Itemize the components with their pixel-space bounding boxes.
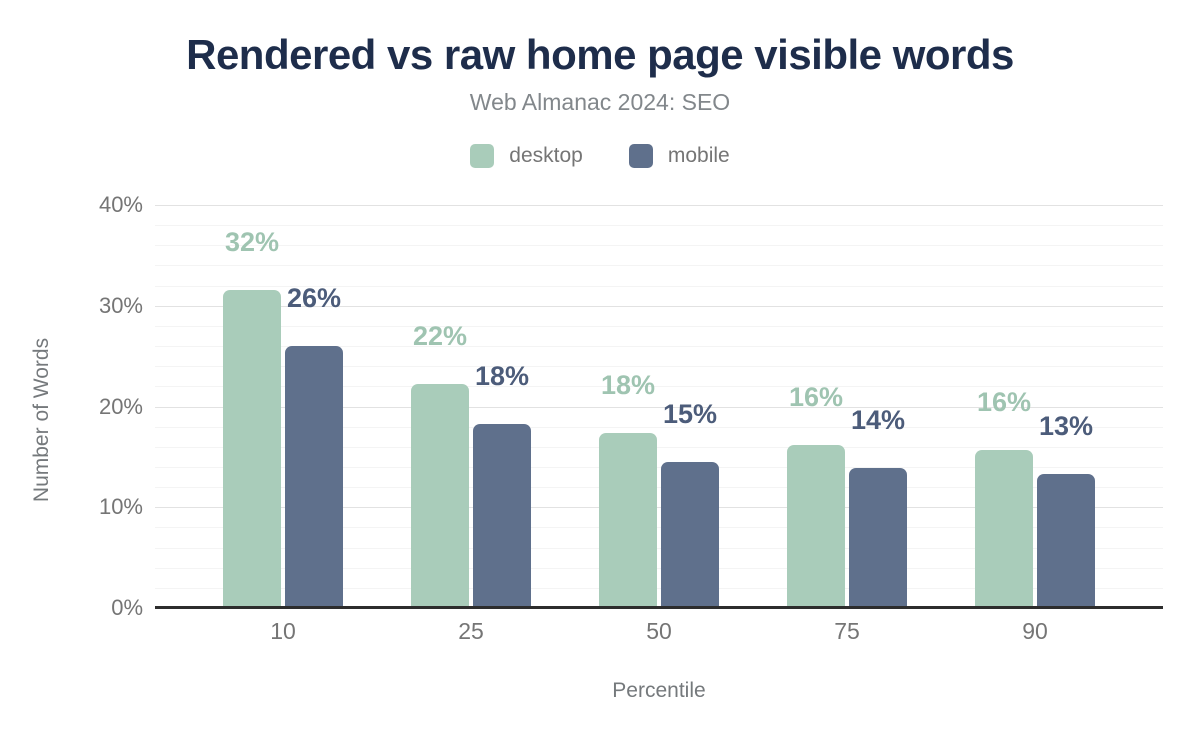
legend-label-mobile: mobile [667, 144, 730, 167]
minor-gridline [155, 225, 1163, 227]
y-tick-10%: 10% [98, 494, 143, 520]
minor-gridline [155, 487, 1163, 489]
bar-desktop-p10 [223, 289, 281, 608]
minor-gridline [155, 587, 1163, 589]
x-tick-50: 50 [646, 618, 672, 644]
y-tick-20%: 20% [98, 393, 143, 419]
y-tick-40%: 40% [98, 192, 143, 217]
minor-gridline [155, 567, 1163, 569]
plot-area: 32% 26% 22% 18% 18% 15% 16% 14% 16% 13% [155, 205, 1163, 609]
legend: desktop mobile [0, 143, 1200, 169]
x-axis-title: Percentile [612, 679, 706, 702]
y-tick-30%: 30% [98, 292, 143, 318]
data-label-desktop-p25: 22% [412, 321, 468, 352]
minor-gridline [155, 466, 1163, 468]
chart-title: Rendered vs raw home page visible words [186, 31, 1014, 78]
minor-gridline [155, 245, 1163, 247]
legend-item-desktop: desktop [470, 144, 583, 168]
bar-mobile-p10 [285, 346, 343, 608]
minor-gridline [155, 426, 1163, 428]
legend-swatch-mobile-icon [628, 144, 653, 168]
bar-mobile-p50 [661, 461, 719, 608]
data-label-desktop-p50: 18% [600, 369, 656, 400]
x-tick-10: 10 [270, 618, 296, 644]
minor-gridline [155, 446, 1163, 448]
minor-gridline [155, 325, 1163, 327]
data-label-mobile-p90: 13% [1038, 411, 1094, 441]
minor-gridline [155, 386, 1163, 388]
bar-mobile-p25 [473, 423, 531, 608]
bar-desktop-p75 [787, 444, 845, 608]
minor-gridline [155, 346, 1163, 348]
minor-gridline [155, 547, 1163, 549]
major-gridline [155, 305, 1163, 307]
major-gridline [155, 507, 1163, 509]
x-axis-line [155, 606, 1163, 609]
data-label-mobile-p25: 18% [474, 360, 530, 391]
chart-subtitle: Web Almanac 2024: SEO [469, 89, 731, 115]
legend-label-desktop: desktop [509, 144, 583, 167]
data-label-mobile-p50: 15% [662, 398, 718, 429]
data-label-mobile-p10: 26% [286, 283, 342, 314]
minor-gridline [155, 285, 1163, 287]
bar-desktop-p50 [599, 432, 657, 608]
data-label-desktop-p75: 16% [788, 381, 844, 412]
legend-swatch-desktop-icon [470, 144, 495, 168]
x-tick-90: 90 [1022, 618, 1048, 644]
major-gridline [155, 406, 1163, 408]
minor-gridline [155, 527, 1163, 529]
minor-gridline [155, 265, 1163, 267]
data-label-mobile-p75: 14% [850, 404, 906, 435]
y-tick-0%: 0% [111, 595, 143, 620]
minor-gridline [155, 366, 1163, 368]
data-label-desktop-p90: 16% [976, 386, 1032, 417]
x-tick-75: 75 [834, 618, 860, 644]
bar-desktop-p25 [411, 384, 469, 608]
major-gridline [155, 205, 1163, 206]
legend-item-mobile: mobile [628, 144, 730, 168]
bar-mobile-p90 [1037, 474, 1095, 608]
bar-mobile-p75 [849, 467, 907, 608]
data-label-desktop-p10: 32% [224, 226, 280, 257]
x-tick-25: 25 [458, 618, 484, 644]
bar-desktop-p90 [975, 449, 1033, 608]
